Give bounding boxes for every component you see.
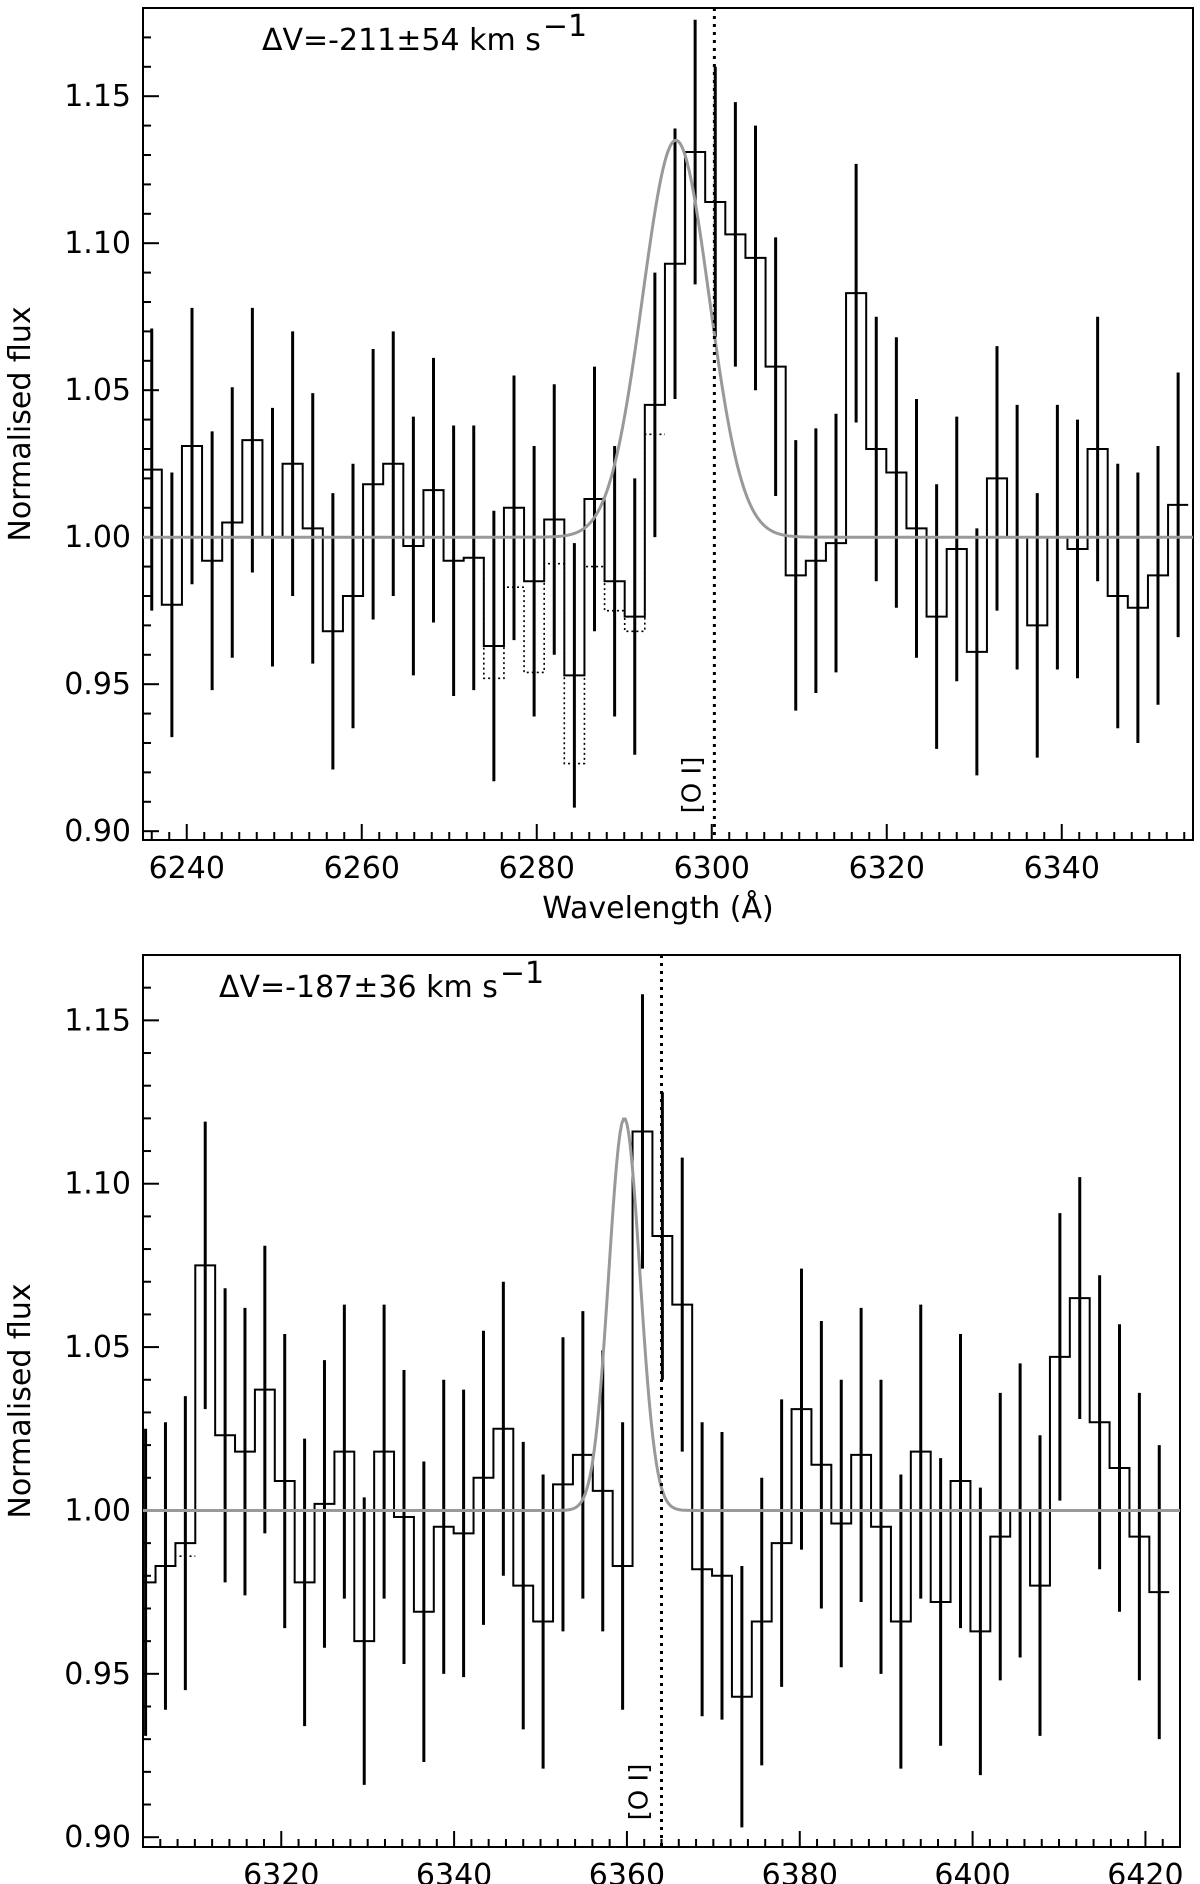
chart-0-x-tick-label: 6300: [674, 851, 750, 886]
chart-1-y-tick-label: 1.15: [64, 1003, 131, 1038]
chart-0-y-tick-label: 1.15: [64, 79, 131, 114]
chart-1-y-tick-label: 1.10: [64, 1167, 131, 1202]
chart-1-x-tick-label: 6340: [416, 1858, 492, 1884]
chart-0-data-layer: [143, 19, 1193, 808]
chart-0-oi-line-label: [O I]: [677, 757, 707, 814]
chart-1-y-axis-label: Normalised flux: [3, 1283, 38, 1518]
chart-1-gaussian-fit-line: [143, 1117, 1180, 1512]
chart-0-y-tick-label: 0.95: [64, 667, 131, 702]
chart-1-y-tick-label: 1.05: [64, 1330, 131, 1365]
chart-0-x-tick-label: 6320: [849, 851, 925, 886]
chart-0-y-tick-label: 1.10: [64, 226, 131, 261]
chart-0-series-0-step-line: [143, 151, 1189, 677]
chart-1-velocity-annotation: ΔV=-187±36 km s: [219, 970, 498, 1005]
chart-1-velocity-annotation-sup: −1: [500, 956, 544, 991]
chart-0-series-1-step-line: [463, 433, 665, 765]
chart-1-series-1-step-line: [143, 1555, 196, 1584]
chart-0-y-tick-label: 1.00: [64, 520, 131, 555]
chart-1-oi-line-label: [O I]: [625, 1764, 655, 1821]
top-spectrum-panel: 6240 6260 6280 6300 6320 6340 0.90 0.95 1.00 1.05…: [3, 7, 1194, 926]
chart-0-y-tick-label: 0.90: [64, 814, 131, 849]
chart-0-gaussian-fit-line: [143, 138, 1193, 539]
chart-0-y-tick-label: 1.05: [64, 373, 131, 408]
chart-1-y-tick-label: 0.95: [64, 1657, 131, 1692]
chart-1-frame: [142, 954, 1181, 1848]
chart-1-x-tick-label: 6360: [589, 1858, 665, 1884]
chart-1-x-tick-label: 6400: [934, 1858, 1010, 1884]
chart-0-x-axis-label: Wavelength (Å): [542, 890, 773, 926]
chart-0-velocity-annotation-sup: −1: [543, 9, 587, 44]
chart-0-x-tick-label: 6260: [324, 851, 400, 886]
chart-0-x-tick-label: 6340: [1024, 851, 1100, 886]
chart-0-x-tick-label: 6280: [499, 851, 575, 886]
chart-1-y-tick-label: 1.00: [64, 1493, 131, 1528]
chart-1-x-tick-label: 6420: [1107, 1858, 1183, 1884]
chart-1-x-tick-label: 6320: [243, 1858, 319, 1884]
chart-0-frame: [142, 7, 1194, 841]
chart-1-data-layer: [143, 994, 1180, 1828]
chart-0-velocity-annotation: ΔV=-211±54 km s: [262, 23, 541, 58]
chart-1-y-tick-label: 0.90: [64, 1820, 131, 1855]
bottom-spectrum-panel: 6320 6340 6360 6380 6400 6420 0.90 0.95 1.00 1.05…: [3, 954, 1184, 1884]
chart-1-x-tick-label: 6380: [762, 1858, 838, 1884]
chart-1-series-0-step-line: [143, 1130, 1170, 1698]
chart-0-y-axis-label: Normalised flux: [3, 306, 38, 541]
chart-0-x-tick-label: 6240: [149, 851, 225, 886]
